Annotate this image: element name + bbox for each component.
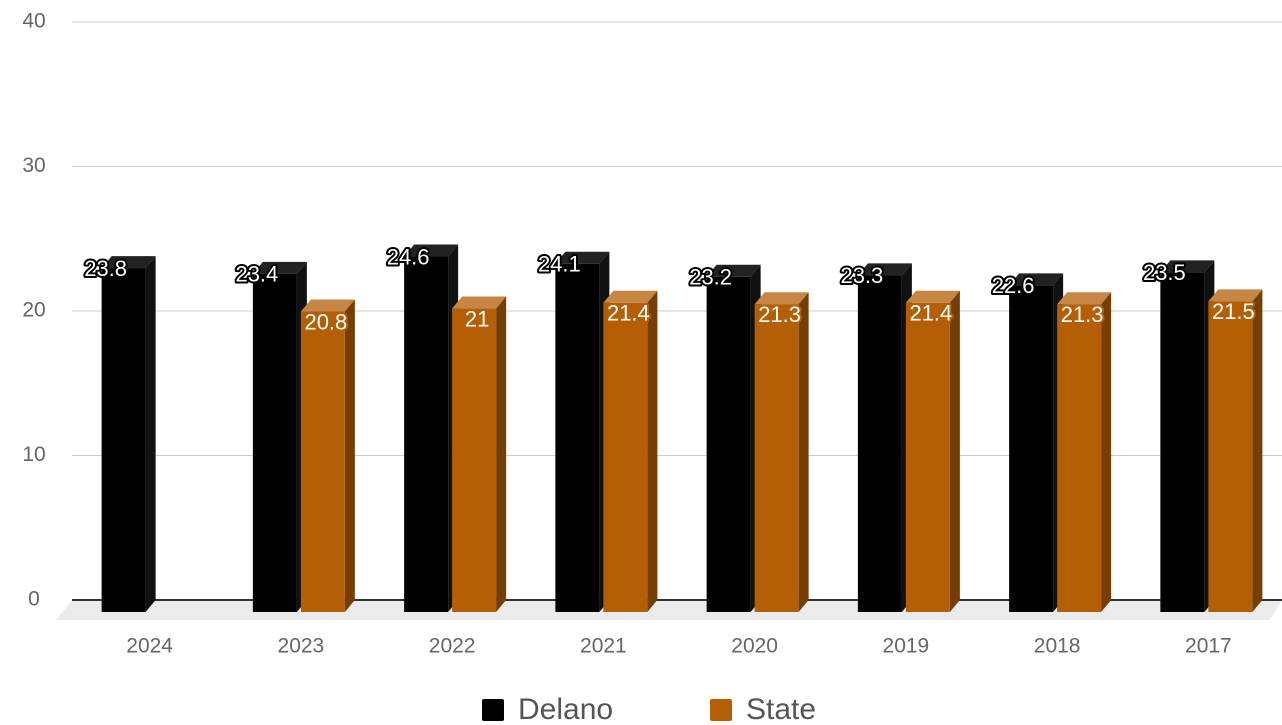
y-tick-label: 20 <box>22 299 45 322</box>
bar-side <box>145 256 156 612</box>
legend-swatch <box>482 699 504 721</box>
y-tick-label: 40 <box>22 10 45 33</box>
value-label: 21 <box>465 306 489 331</box>
bar-top <box>706 264 761 277</box>
value-label: 20.8 <box>304 309 347 334</box>
value-label: 21.4 <box>607 301 650 326</box>
bar-top <box>754 292 809 305</box>
value-label: 23.8 <box>84 256 127 281</box>
legend-label: Delano <box>518 693 613 725</box>
bar <box>706 276 751 612</box>
bar-top <box>452 296 507 309</box>
bar-top <box>300 299 355 312</box>
x-tick-label: 2020 <box>731 635 778 658</box>
value-label: 22.6 <box>992 273 1035 298</box>
bar-top <box>1057 292 1112 305</box>
x-tick-label: 2024 <box>126 635 173 658</box>
value-label: 24.1 <box>538 252 581 277</box>
bar <box>603 302 648 612</box>
value-label: 21.5 <box>1212 299 1255 324</box>
y-tick-label: 30 <box>22 154 45 177</box>
legend-swatch <box>710 699 732 721</box>
bar <box>1057 304 1102 612</box>
bar-top <box>1160 260 1215 273</box>
bar <box>1160 272 1205 612</box>
bar-side <box>1252 289 1263 612</box>
value-label: 23.2 <box>689 265 732 290</box>
x-tick-label: 2021 <box>580 635 627 658</box>
bar-side <box>798 292 809 612</box>
bar <box>404 256 449 612</box>
bar-side <box>344 299 355 612</box>
x-tick-label: 2018 <box>1034 635 1081 658</box>
value-label: 21.4 <box>909 301 952 326</box>
bar <box>555 263 600 612</box>
value-label: 23.3 <box>840 263 883 288</box>
bar-top <box>905 290 960 303</box>
bar <box>754 304 799 612</box>
bar <box>1009 285 1054 612</box>
bar <box>252 273 297 612</box>
bar-top <box>603 290 658 303</box>
y-tick-label: 0 <box>28 588 40 611</box>
bar <box>452 308 497 612</box>
x-tick-label: 2022 <box>429 635 476 658</box>
y-tick-label: 10 <box>22 443 45 466</box>
bar-side <box>496 296 507 612</box>
bar-top <box>101 256 156 269</box>
value-label: 21.3 <box>758 302 801 327</box>
bar-top <box>252 261 307 274</box>
bar-top <box>1208 289 1263 302</box>
value-label: 23.4 <box>235 262 278 287</box>
bar-side <box>949 290 960 612</box>
x-tick-label: 2017 <box>1185 635 1232 658</box>
value-label: 24.6 <box>387 244 430 269</box>
legend-label: State <box>746 693 816 725</box>
x-tick-label: 2019 <box>883 635 930 658</box>
bar-top <box>555 251 610 264</box>
x-tick-label: 2023 <box>278 635 325 658</box>
bar-top <box>857 263 912 276</box>
bar <box>1208 301 1253 612</box>
value-label: 23.5 <box>1143 260 1186 285</box>
bar <box>300 311 345 612</box>
bar-side <box>1101 292 1112 612</box>
value-label: 21.3 <box>1061 302 1104 327</box>
floor <box>56 600 1282 620</box>
bar <box>101 268 146 612</box>
bar-top <box>1009 273 1064 286</box>
bar <box>905 302 950 612</box>
bar-side <box>647 290 658 612</box>
bar-top <box>404 244 459 257</box>
bar <box>857 275 902 612</box>
